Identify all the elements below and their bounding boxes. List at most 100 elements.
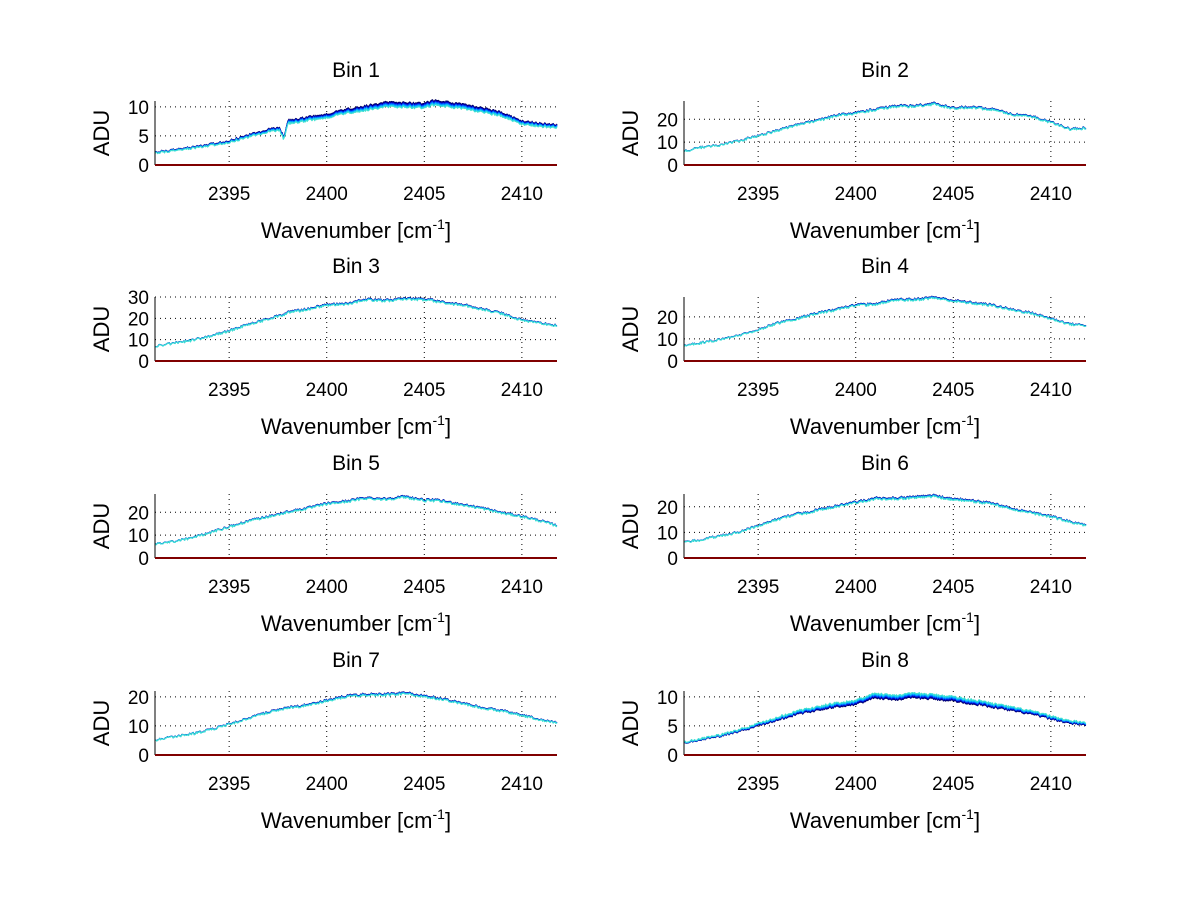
spectrum-line (683, 296, 1087, 347)
y-tick-label: 0 (667, 156, 678, 177)
spectrum-line (683, 494, 1087, 543)
spectrum-line (683, 494, 1087, 543)
y-tick-label: 10 (128, 98, 149, 119)
spectrum-line (683, 494, 1087, 543)
x-tick-label: 2395 (737, 380, 779, 401)
spectrum-line (683, 101, 1087, 152)
subplot-title: Bin 3 (332, 255, 380, 278)
x-tick-label: 2395 (208, 774, 250, 795)
spectrum-line (683, 102, 1087, 152)
spectrum-line (683, 692, 1087, 743)
x-axis-label: Wavenumber [cm-1] (790, 806, 980, 833)
subplot-title: Bin 2 (861, 59, 909, 82)
spectrum-line (683, 102, 1087, 153)
y-tick-label: 20 (128, 688, 149, 709)
y-tick-label: 0 (138, 352, 149, 373)
spectrum-line (683, 693, 1087, 744)
spectrum-line (154, 691, 558, 742)
subplot-bin-7: Bin 7 0 10 20 2395 2400 2405 2410 Wavenumber [cm… (89, 649, 558, 833)
y-tick-label: 0 (138, 549, 149, 570)
spectrum-line (154, 494, 558, 545)
spectrum-line (683, 102, 1087, 153)
y-tick-label: 10 (657, 688, 678, 709)
spectrum-line (154, 692, 558, 742)
subplot-title: Bin 5 (332, 452, 380, 475)
x-tick-label: 2410 (501, 380, 543, 401)
x-tick-label: 2405 (403, 774, 445, 795)
spectrum-line (154, 495, 558, 546)
x-tick-label: 2405 (932, 774, 974, 795)
y-tick-label: 10 (128, 717, 149, 738)
y-tick-label: 5 (667, 717, 678, 738)
x-tick-label: 2400 (835, 184, 877, 205)
y-axis-label: ADU (618, 700, 643, 746)
spectrum-line (154, 692, 558, 742)
y-axis-label: ADU (618, 306, 643, 352)
spectrum-line (683, 493, 1087, 543)
x-tick-label: 2400 (835, 774, 877, 795)
spectrum-line (683, 695, 1087, 744)
x-tick-label: 2405 (932, 577, 974, 598)
x-tick-label: 2405 (932, 184, 974, 205)
spectrum-line (154, 692, 558, 742)
spectrum-line (683, 691, 1087, 743)
x-tick-label: 2395 (208, 577, 250, 598)
spectrum-line (154, 692, 558, 742)
x-tick-label: 2410 (1030, 184, 1072, 205)
subplot-title: Bin 4 (861, 255, 909, 278)
subplot-title: Bin 7 (332, 649, 380, 672)
y-tick-label: 10 (128, 331, 149, 352)
x-tick-label: 2410 (501, 184, 543, 205)
spectrum-line (154, 496, 558, 546)
x-tick-label: 2405 (403, 380, 445, 401)
spectrum-line (154, 495, 558, 545)
spectrum-line (683, 693, 1087, 744)
spectrum-line (683, 695, 1087, 744)
x-tick-label: 2410 (1030, 577, 1072, 598)
y-tick-label: 10 (128, 526, 149, 547)
y-tick-label: 0 (138, 156, 149, 177)
y-tick-label: 20 (128, 503, 149, 524)
subplot-title: Bin 8 (861, 649, 909, 672)
spectrum-line (154, 495, 558, 546)
x-tick-label: 2400 (306, 774, 348, 795)
x-tick-label: 2400 (306, 577, 348, 598)
x-tick-label: 2395 (737, 577, 779, 598)
x-tick-label: 2395 (208, 184, 250, 205)
spectrum-line (683, 494, 1087, 543)
x-tick-label: 2410 (501, 774, 543, 795)
x-tick-label: 2395 (208, 380, 250, 401)
spectrum-line (683, 101, 1087, 152)
subplot-title: Bin 6 (861, 452, 909, 475)
spectrum-line (683, 102, 1087, 153)
x-axis-label: Wavenumber [cm-1] (790, 609, 980, 636)
y-axis-label: ADU (89, 503, 114, 549)
x-tick-label: 2400 (306, 184, 348, 205)
y-axis-label: ADU (618, 503, 643, 549)
y-tick-label: 20 (657, 110, 678, 131)
x-tick-label: 2400 (835, 380, 877, 401)
spectrum-line (154, 691, 558, 742)
x-axis-label: Wavenumber [cm-1] (261, 412, 451, 439)
y-tick-label: 5 (138, 127, 149, 148)
y-tick-label: 10 (657, 523, 678, 544)
x-axis-label: Wavenumber [cm-1] (261, 216, 451, 243)
y-tick-label: 20 (128, 309, 149, 330)
x-tick-label: 2405 (403, 184, 445, 205)
x-axis-label: Wavenumber [cm-1] (790, 216, 980, 243)
x-axis-label: Wavenumber [cm-1] (790, 412, 980, 439)
y-axis-label: ADU (89, 306, 114, 352)
y-tick-label: 0 (138, 746, 149, 767)
x-tick-label: 2410 (501, 577, 543, 598)
spectrum-line (154, 691, 558, 742)
y-tick-label: 20 (657, 308, 678, 329)
x-tick-label: 2405 (403, 577, 445, 598)
spectrum-line (683, 494, 1087, 543)
spectrum-line (683, 696, 1087, 744)
spectrum-line (683, 495, 1087, 543)
